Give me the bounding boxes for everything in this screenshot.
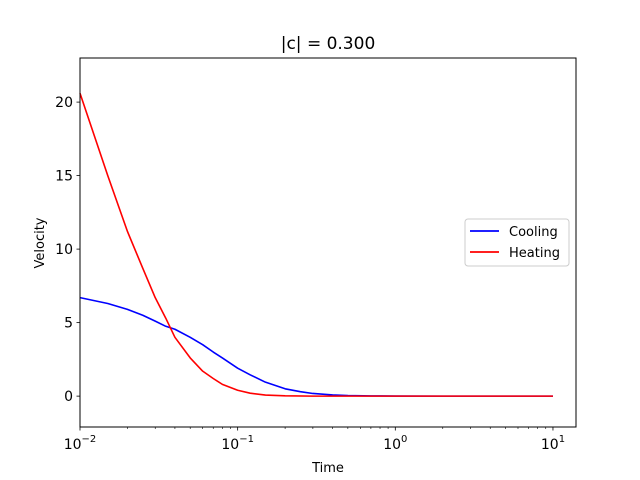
- chart-title: |c| = 0.300: [281, 34, 376, 54]
- legend: Cooling Heating: [464, 218, 570, 267]
- y-axis-label: Velocity: [33, 217, 48, 268]
- legend-label-heating: Heating: [509, 246, 560, 261]
- x-axis-label: Time: [311, 461, 344, 476]
- series-layer: [79, 93, 553, 397]
- x-tick-label: 101: [541, 434, 565, 453]
- x-tick-label: 100: [383, 434, 407, 453]
- plot-frame: [79, 57, 577, 428]
- y-tick-label: 20: [55, 95, 73, 111]
- x-tick-label: 10−1: [221, 434, 254, 453]
- legend-label-cooling: Cooling: [509, 225, 558, 240]
- series-line-heating: [79, 93, 553, 397]
- y-tick-label: 10: [55, 242, 73, 258]
- x-axis: 10−2 10−1 100 101: [64, 427, 565, 453]
- y-tick-label: 0: [64, 389, 73, 405]
- y-tick-label: 5: [64, 316, 73, 332]
- y-tick-label: 15: [55, 169, 73, 185]
- y-axis: 0 5 10 15 20: [55, 95, 80, 405]
- x-tick-label: 10−2: [64, 434, 97, 453]
